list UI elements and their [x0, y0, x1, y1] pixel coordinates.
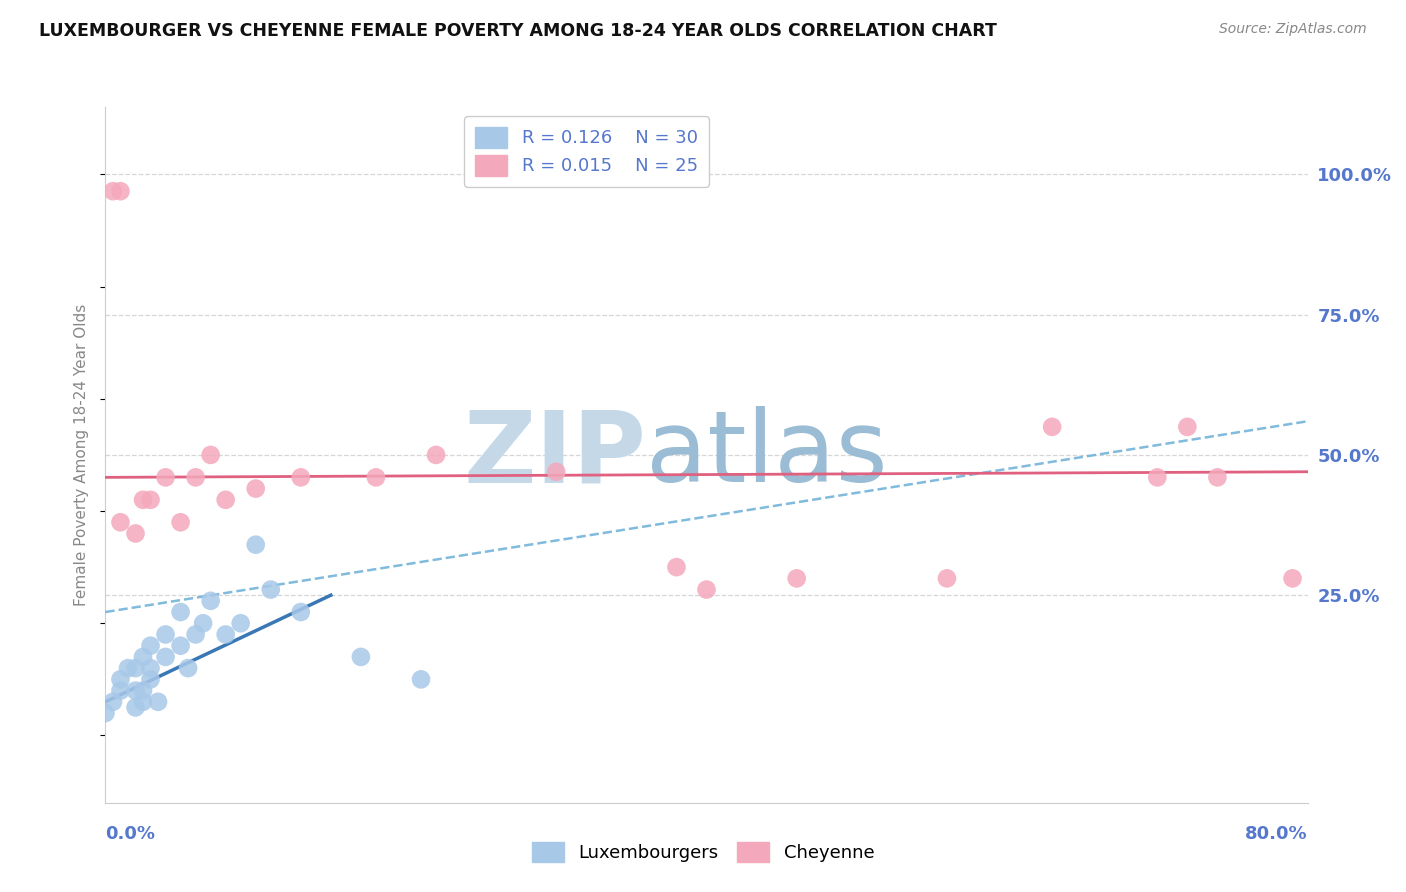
Point: [425, 448, 447, 462]
Point: [110, 673, 132, 687]
Point: [124, 700, 146, 714]
Point: [290, 470, 312, 484]
Point: [139, 492, 162, 507]
Point: [101, 184, 124, 198]
Point: [184, 470, 207, 484]
Point: [245, 538, 267, 552]
Point: [132, 683, 155, 698]
Point: [169, 515, 191, 529]
Text: ZIP: ZIP: [464, 407, 647, 503]
Point: [1146, 470, 1168, 484]
Point: [214, 627, 236, 641]
Point: [146, 695, 169, 709]
Text: LUXEMBOURGER VS CHEYENNE FEMALE POVERTY AMONG 18-24 YEAR OLDS CORRELATION CHART: LUXEMBOURGER VS CHEYENNE FEMALE POVERTY …: [39, 22, 997, 40]
Point: [139, 673, 162, 687]
Point: [110, 683, 132, 698]
Text: Source: ZipAtlas.com: Source: ZipAtlas.com: [1219, 22, 1367, 37]
Point: [101, 695, 124, 709]
Legend: R = 0.126    N = 30, R = 0.015    N = 25: R = 0.126 N = 30, R = 0.015 N = 25: [464, 116, 709, 186]
Point: [132, 492, 155, 507]
Point: [169, 639, 191, 653]
Text: atlas: atlas: [647, 407, 889, 503]
Point: [546, 465, 568, 479]
Point: [290, 605, 312, 619]
Point: [214, 492, 236, 507]
Y-axis label: Female Poverty Among 18-24 Year Olds: Female Poverty Among 18-24 Year Olds: [75, 304, 90, 606]
Point: [200, 594, 222, 608]
Point: [124, 526, 146, 541]
Point: [117, 661, 139, 675]
Point: [155, 470, 177, 484]
Point: [110, 184, 132, 198]
Point: [1281, 571, 1303, 585]
Point: [696, 582, 718, 597]
Legend: Luxembourgers, Cheyenne: Luxembourgers, Cheyenne: [524, 834, 882, 870]
Point: [124, 661, 146, 675]
Point: [155, 649, 177, 664]
Point: [139, 661, 162, 675]
Point: [200, 448, 222, 462]
Point: [786, 571, 808, 585]
Text: 0.0%: 0.0%: [105, 825, 156, 843]
Point: [1175, 420, 1198, 434]
Point: [409, 673, 432, 687]
Point: [132, 649, 155, 664]
Point: [184, 627, 207, 641]
Point: [132, 695, 155, 709]
Point: [110, 515, 132, 529]
Point: [245, 482, 267, 496]
Point: [665, 560, 688, 574]
Point: [1040, 420, 1063, 434]
Point: [139, 639, 162, 653]
Point: [936, 571, 959, 585]
Point: [260, 582, 283, 597]
Point: [229, 616, 252, 631]
Point: [124, 683, 146, 698]
Point: [94, 706, 117, 720]
Point: [191, 616, 214, 631]
Point: [1206, 470, 1229, 484]
Text: 80.0%: 80.0%: [1244, 825, 1308, 843]
Point: [169, 605, 191, 619]
Point: [155, 627, 177, 641]
Point: [350, 649, 373, 664]
Point: [177, 661, 200, 675]
Point: [364, 470, 387, 484]
